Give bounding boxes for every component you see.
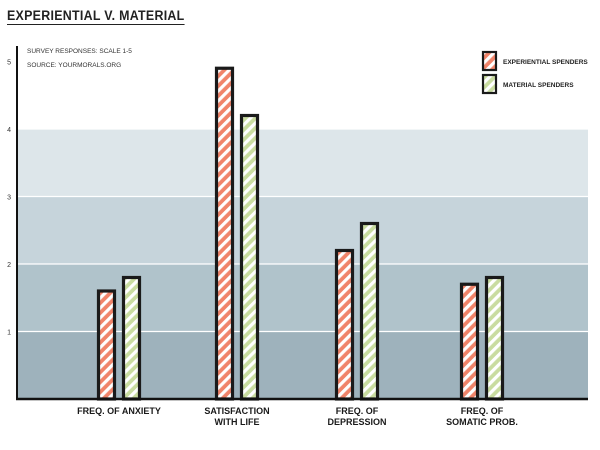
bar-experiential-1	[96, 289, 117, 401]
note-source: SOURCE: YOURMORALS.ORG	[27, 62, 121, 69]
x-tick-label: FREQ. OF DEPRESSION	[327, 406, 387, 427]
legend-label-experiential: EXPERIENTIAL SPENDERS	[503, 59, 588, 66]
x-tick-label: FREQ. OF ANXIETY	[77, 406, 161, 416]
bar-material-2	[239, 113, 260, 401]
legend: EXPERIENTIAL SPENDERS MATERIAL SPENDERS	[481, 50, 588, 95]
y-tick-labels: 1 2 3 4 5	[7, 60, 11, 337]
bar-material-1	[121, 275, 142, 401]
chart-title: EXPERIENTIAL V. MATERIAL	[7, 8, 185, 25]
y-tick-label: 5	[7, 60, 11, 67]
note-scale: SURVEY RESPONSES: SCALE 1-5	[27, 48, 132, 55]
legend-swatch-experiential	[481, 50, 498, 72]
bar-experiential-4	[459, 282, 480, 401]
y-tick-label: 2	[7, 262, 11, 269]
band-3	[17, 196, 588, 264]
legend-swatch-material	[481, 73, 498, 95]
y-tick-label: 4	[7, 127, 11, 134]
bar-material-3	[359, 221, 380, 401]
band-5	[17, 61, 588, 129]
band-4	[17, 129, 588, 197]
bar-experiential-2	[214, 66, 235, 401]
axes	[16, 46, 588, 401]
y-tick-label: 1	[7, 330, 11, 337]
bar-experiential-3	[334, 248, 355, 401]
y-tick-label: 3	[7, 195, 11, 202]
x-tick-label: FREQ. OF SOMATIC PROB.	[446, 406, 518, 427]
bar-material-4	[484, 275, 505, 401]
chart-notes: SURVEY RESPONSES: SCALE 1-5 SOURCE: YOUR…	[27, 48, 132, 69]
x-tick-label: SATISFACTION WITH LIFE	[204, 406, 270, 427]
legend-label-material: MATERIAL SPENDERS	[503, 82, 574, 89]
